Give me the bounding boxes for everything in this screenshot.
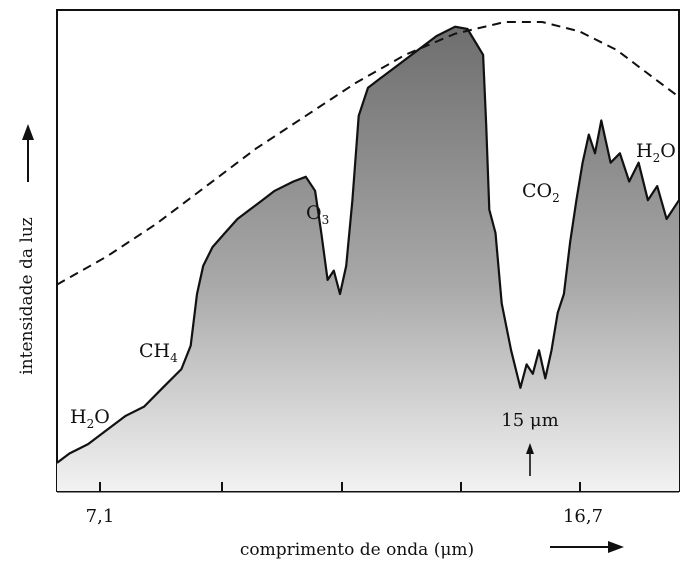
- annotation-ch4: CH4: [139, 340, 178, 365]
- y-arrow-icon: [22, 124, 34, 182]
- marker-up-arrow-icon: [526, 443, 534, 476]
- annotation-h2o-left: H2O: [70, 406, 110, 431]
- spectrum-line: [56, 25, 680, 464]
- y-axis-label: intensidade da luz: [17, 217, 37, 375]
- envelope-dashed-line: [56, 21, 680, 286]
- x-tick-label: 7,1: [86, 506, 115, 527]
- annotation-o3: O3: [306, 202, 329, 227]
- annotation-h2o-right: H2O: [636, 140, 676, 165]
- x-ticks: [99, 482, 581, 491]
- annotation-co2: CO2: [522, 180, 560, 205]
- marker-15um-label: 15 μm: [501, 410, 558, 431]
- x-tick-label: 16,7: [563, 506, 603, 527]
- x-axis-label: comprimento de onda (μm): [240, 540, 474, 560]
- spectrum-area: [57, 26, 679, 491]
- x-arrow-icon: [550, 541, 624, 553]
